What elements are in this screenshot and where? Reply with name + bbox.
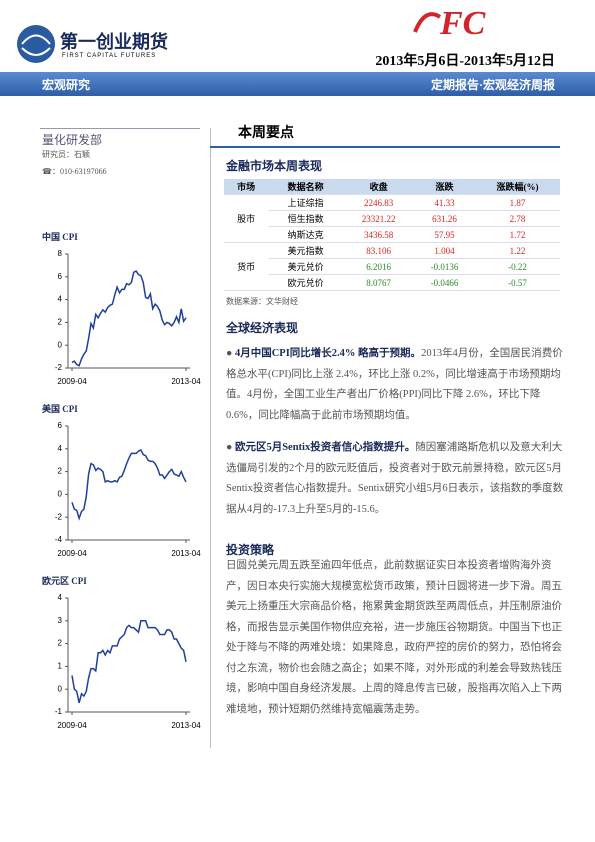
x-tick-label: 2009-04 [57,377,87,386]
cell: 631.26 [414,210,475,227]
strategy-title: 投资策略 [226,543,275,557]
cell: -0.0466 [414,274,475,291]
x-tick-label: 2013-04 [171,721,201,730]
cpi-line [71,448,187,521]
bullet-lead: 4月中国CPI同比增长2.4% 略高于预期。 [234,348,422,359]
strategy: 日圆兑美元周五跌至逾四年低点，此前数据证实日本投资者增购海外资产，因日本央行实施… [226,560,562,715]
svg-text:FC: FC [439,5,486,42]
divider [210,128,211,748]
y-tick-label: 2 [58,318,63,327]
table-row: 股市 上证综指 2246.83 41.33 1.87 [224,194,560,243]
cell: 纳斯达克 [268,226,344,243]
researcher: 研究员：石颖 [42,150,90,159]
logo [17,25,55,63]
th: 数据名称 [268,179,344,195]
cell: 1.87 [474,194,560,211]
fc-logo: FC [413,5,486,42]
banner [0,72,595,96]
section: 宏观研究 [42,78,91,92]
bullet-text: 2013年4月份，全国居民消费价格总水平(CPI)同比上涨 2.4%，环比上涨 … [226,348,563,421]
chart: -2 0 2 4 6 8 2009-04 2013-04 [55,249,201,386]
x-tick-label: 2009-04 [57,549,87,558]
chart-title: 欧元区 CPI [42,576,87,586]
cell: 1.72 [474,226,560,243]
chart: -4 -2 0 2 4 6 2009-04 2013-04 [55,421,201,558]
cell: 欧元兑价 [268,274,344,291]
cell: 8.0767 [343,274,415,291]
th: 涨跌幅(%) [474,179,560,195]
cell: 美元指数 [268,242,344,259]
rule [40,128,200,129]
bullet: ● 欧元区5月Sentix投资者信心指数提升。随因塞浦路斯危机以及意大利大选僵局… [226,442,564,515]
cell: 23321.22 [343,210,415,227]
heading: 本周要点 [238,126,294,141]
phone: ☎：010-63197066 [42,167,107,176]
global-title: 全球经济表现 [226,321,299,335]
bullet-lead: 欧元区5月Sentix投资者信心指数提升。 [234,442,416,453]
x-tick-label: 2009-04 [57,721,87,730]
y-tick-label: 2 [58,639,63,648]
cell: 2246.83 [343,194,415,211]
bullet-text: 随因塞浦路斯危机以及意大利大选僵局引发的2个月的欧元贬值后，投资者对于欧元前景持… [226,442,564,515]
cell: 2.78 [474,210,560,227]
y-tick-label: 3 [58,616,63,625]
y-tick-label: 1 [58,662,63,671]
cell: 1.004 [414,242,475,259]
y-tick-label: 0 [58,684,63,693]
y-tick-label: -4 [55,535,63,544]
table-row: 美元兑价 6.2016 -0.0136 -0.22 [224,258,560,275]
chart-title: 美国 CPI [42,404,78,414]
company-en: FIRST CAPITAL FUTURES [62,53,157,59]
chart: -1 0 1 2 3 4 2009-04 2013-04 [55,593,201,730]
y-tick-label: -2 [55,512,63,521]
y-tick-label: 4 [58,444,63,453]
cell: 57.95 [414,226,475,243]
market-table: 市场 数据名称 收盘 涨跌 涨跌幅(%) 股市 上证综指 2246.83 41.33 1.87 恒… [224,179,560,291]
market: 股市 [224,194,269,243]
y-tick-label: 8 [58,249,63,258]
market: 货币 [224,242,269,291]
x-tick-label: 2013-04 [171,377,201,386]
source: 数据来源：文华财经 [226,297,298,306]
cell: 41.33 [414,194,475,211]
y-tick-label: 4 [58,593,63,602]
cell: 1.22 [474,242,560,259]
th: 市场 [224,179,269,195]
y-tick-label: 0 [58,340,63,349]
y-tick-label: -1 [55,707,63,716]
cell: 上证综指 [268,194,344,211]
table-row: 恒生指数 23321.22 631.26 2.78 [224,210,560,227]
y-tick-label: 6 [58,272,63,281]
company: 第一创业期货 [60,32,168,52]
cell: -0.0136 [414,258,475,275]
table-row: 欧元兑价 8.0767 -0.0466 -0.57 [224,274,560,291]
cell: -0.57 [474,274,560,291]
cell: 6.2016 [343,258,415,275]
y-tick-label: 0 [58,490,63,499]
cell: 83.106 [343,242,415,259]
report-type: 定期报告·宏观经济周报 [430,78,555,92]
table-title: 金融市场本周表现 [226,159,323,173]
y-tick-label: -2 [55,363,63,372]
y-tick-label: 2 [58,467,63,476]
y-tick-label: 6 [58,421,63,430]
department: 量化研发部 [42,133,103,147]
cell: -0.22 [474,258,560,275]
heading-rule [210,146,560,148]
cell: 恒生指数 [268,210,344,227]
th: 收盘 [343,179,415,195]
chart-title: 中国 CPI [42,232,78,242]
cell: 3436.58 [343,226,415,243]
y-tick-label: 4 [58,295,63,304]
table-row: 货币 美元指数 83.106 1.004 1.22 [224,242,560,291]
bullet: ● 4月中国CPI同比增长2.4% 略高于预期。2013年4月份，全国居民消费价… [226,348,563,421]
cpi-line [71,270,187,367]
cell: 美元兑价 [268,258,344,275]
cpi-line [71,620,187,704]
x-tick-label: 2013-04 [171,549,201,558]
th: 涨跌 [414,179,475,195]
report-date: 2013年5月6日-2013年5月12日 [375,54,555,69]
table-row: 纳斯达克 3436.58 57.95 1.72 [224,226,560,243]
